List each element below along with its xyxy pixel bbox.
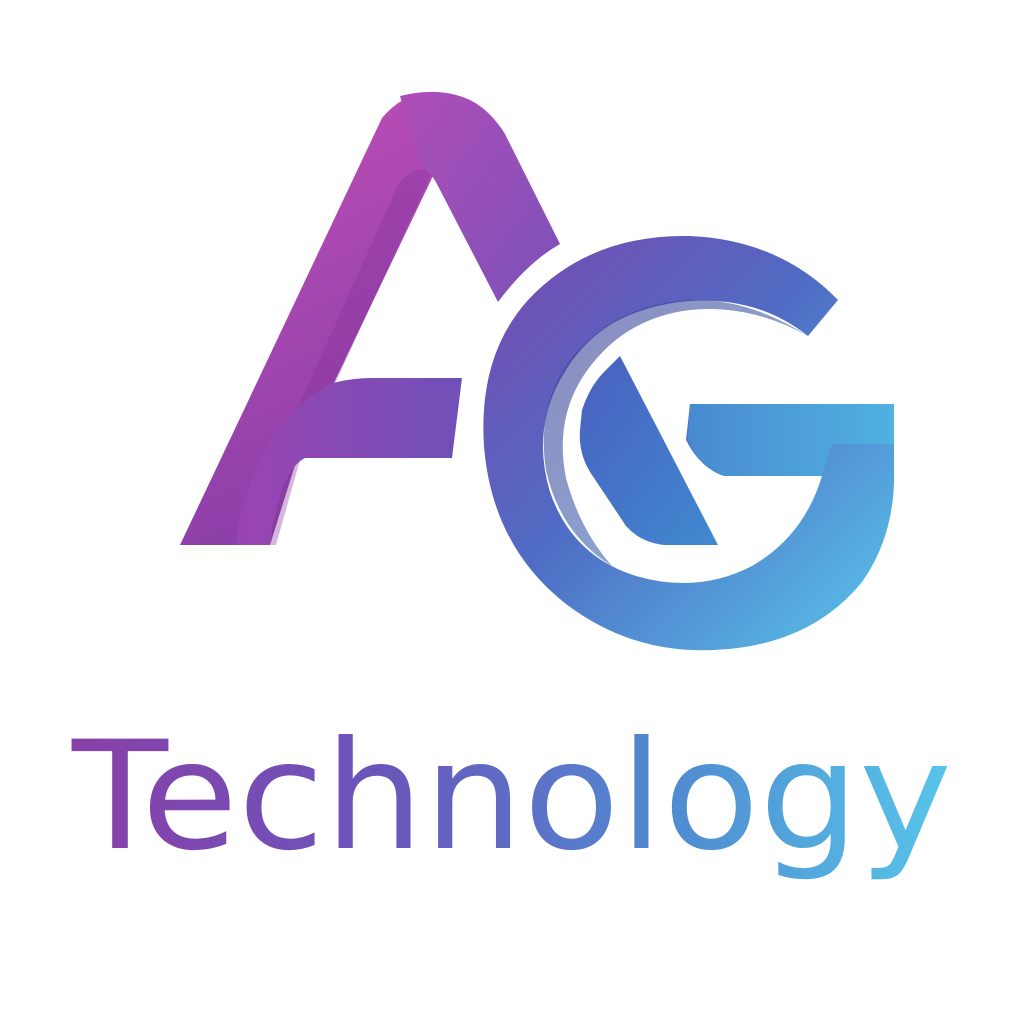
letter-a-shape (180, 91, 560, 546)
letter-g-shape (483, 235, 895, 651)
wordmark-technology: Technology (71, 710, 952, 884)
wordmark-text: Technology (71, 710, 952, 884)
ag-monogram-icon (180, 91, 895, 651)
